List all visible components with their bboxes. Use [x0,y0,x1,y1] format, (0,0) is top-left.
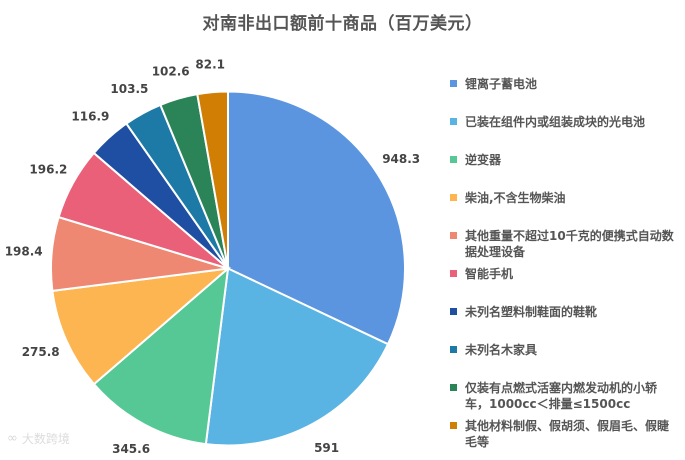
legend-swatch-icon [450,422,457,429]
legend-swatch-icon [450,194,457,201]
legend-item[interactable]: 其他材料制假、假胡须、假眉毛、假睫毛等 [450,418,680,450]
legend-swatch-icon [450,80,457,87]
legend-item[interactable]: 其他重量不超过10千克的便携式自动数据处理设备 [450,228,680,260]
legend-swatch-icon [450,270,457,277]
pie-slice[interactable] [51,267,232,386]
legend-label: 逆变器 [465,153,502,167]
legend-label: 智能手机 [465,267,514,281]
legend-item[interactable]: 锂离子蓄电池 [450,76,680,92]
legend-swatch-icon [450,156,457,163]
pie-slice[interactable] [196,90,229,269]
legend-swatch-icon [450,346,457,353]
pie-slice[interactable] [92,266,230,446]
slice-value-label: 345.6 [112,442,150,456]
watermark-text: 大数跨境 [21,432,70,446]
legend-label: 仅装有点燃式活塞内燃发动机的小轿车，1000cc＜排量≤1500cc [465,381,658,411]
legend-swatch-icon [450,308,457,315]
slice-value-label: 82.1 [195,57,225,71]
slice-value-label: 196.2 [29,163,67,177]
legend-item[interactable]: 已装在组件内或组装成块的光电池 [450,114,680,130]
pie-slice[interactable] [227,90,406,346]
legend-item[interactable]: 智能手机 [450,266,680,282]
legend-swatch-icon [450,118,457,125]
slice-value-label: 198.4 [5,244,43,258]
slice-value-label: 102.6 [152,65,190,79]
slice-value-label: 116.9 [71,110,109,124]
slice-value-label: 948.3 [382,152,420,166]
slice-value-label: 103.5 [110,82,148,96]
watermark: ∞ 大数跨境 [7,430,70,447]
legend-item[interactable]: 逆变器 [450,152,680,168]
slice-value-label: 591 [314,441,339,455]
legend-label: 柴油,不含生物柴油 [465,191,566,205]
legend-label: 未列名塑料制鞋面的鞋靴 [465,305,598,319]
legend-swatch-icon [450,384,457,391]
legend-label: 已装在组件内或组装成块的光电池 [465,115,646,129]
legend-swatch-icon [450,232,457,239]
legend-item[interactable]: 仅装有点燃式活塞内燃发动机的小轿车，1000cc＜排量≤1500cc [450,380,680,412]
legend-item[interactable]: 未列名木家具 [450,342,680,358]
pie-slice[interactable] [204,267,390,447]
legend-item[interactable]: 未列名塑料制鞋面的鞋靴 [450,304,680,320]
legend-label: 其他材料制假、假胡须、假眉毛、假睫毛等 [465,419,670,449]
legend-item[interactable]: 柴油,不含生物柴油 [450,190,680,206]
legend-label: 未列名木家具 [465,343,538,357]
chart-title: 对南非出口额前十商品（百万美元） [202,14,483,34]
watermark-logo-icon: ∞ [7,431,18,446]
legend-label: 其他重量不超过10千克的便携式自动数据处理设备 [465,229,674,259]
legend-label: 锂离子蓄电池 [465,77,538,91]
slice-value-label: 275.8 [22,345,60,359]
